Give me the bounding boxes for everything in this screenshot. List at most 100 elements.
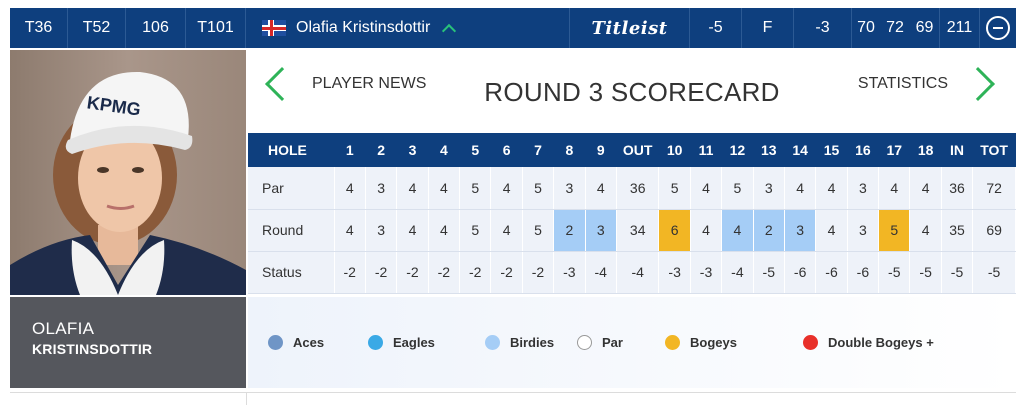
scorecard-header-row: HOLE 1 2 3 4 5 6 7 8 9 OUT 10 11 12 13 14 15 16 17 18 IN TOT [248,133,1016,167]
legend-label: Bogeys [690,335,737,350]
legend-dot-icon [268,335,283,350]
total-to-par: -3 [794,8,852,48]
round-1-score: 70 [857,19,875,36]
statistics-label: STATISTICS [857,75,948,92]
sponsor-text: Titleist [591,17,668,39]
score-cell: -2 [334,251,366,294]
scorecard-row-par: Par 4 3 4 4 5 4 5 3 4 36 5 4 5 3 4 4 3 4 4 36 72 [248,167,1016,210]
legend-item: Aces [268,335,368,350]
score-cell: -5 [753,251,785,294]
score-legend: Aces Eagles Birdies Par Bogeys Double Bogeys … [248,297,1016,388]
score-cell: 34 [616,209,660,252]
player-name-cell[interactable]: Olafia Kristinsdottir [246,8,570,48]
score-cell: -4 [616,251,660,294]
position-round-2: T52 [68,8,126,48]
sponsor-logo: Titleist [570,8,690,48]
hole-number-header: 15 [815,133,848,167]
round-3-score: 69 [910,8,940,48]
legend-dot-icon [485,335,500,350]
legend-dot-icon [665,335,680,350]
legend-item: Bogeys [665,335,803,350]
score-cell: -2 [522,251,555,294]
hole-number-header: 17 [878,133,910,167]
score-cell: -2 [490,251,523,294]
score-cell: 2 [753,209,785,252]
divider [10,392,1016,393]
score-cell: 3 [847,209,880,252]
hole-number-header: 9 [585,133,617,167]
position-round-1: T36 [10,8,68,48]
scorecard-nav: PLAYER NEWS ROUND 3 SCORECARD STATISTICS [248,50,1016,132]
score-cell: 3 [585,209,617,252]
hole-number-header: 11 [690,133,722,167]
legend-dot-icon [368,335,383,350]
hole-number-header: 7 [522,133,554,167]
hole-number-header: 2 [365,133,397,167]
hole-number-header: 5 [459,133,491,167]
collapse-button[interactable] [980,8,1016,48]
score-cell: 4 [428,167,461,210]
page-title: ROUND 3 SCORECARD [484,77,780,107]
hole-number-header: OUT [616,133,659,167]
score-cell: -4 [721,251,754,294]
player-news-label: PLAYER NEWS [312,75,427,92]
score-cell: -6 [847,251,880,294]
score-cell: -6 [815,251,848,294]
score-cell: 4 [690,167,723,210]
chevron-up-icon[interactable] [442,23,457,39]
hole-number-header: 12 [721,133,754,167]
legend-item: Birdies [485,335,577,350]
player-news-link[interactable]: PLAYER NEWS [262,67,427,101]
score-cell: -2 [428,251,461,294]
score-cell: -5 [878,251,911,294]
score-cell: 4 [334,209,366,252]
iceland-flag-icon [262,20,286,36]
score-cell: 36 [941,167,974,210]
score-cell: 3 [847,167,880,210]
player-last-name: KRISTINSDOTTIR [32,341,153,357]
score-cell: 4 [490,209,523,252]
score-cell: -2 [365,251,398,294]
score-cell: 3 [365,209,398,252]
score-cell: 4 [396,209,429,252]
row-label: Status [248,251,335,294]
score-cell: 5 [878,209,911,252]
score-cell: 5 [459,209,492,252]
score-cell: -4 [585,251,617,294]
hole-number-header: 14 [784,133,816,167]
score-cell: 3 [365,167,398,210]
score-cell: 4 [815,167,848,210]
legend-item: Par [577,335,665,350]
thru-status: F [742,8,794,48]
chevron-right-icon [961,67,995,101]
score-cell: 5 [658,167,691,210]
legend-label: Par [602,335,623,350]
score-cell: -3 [690,251,723,294]
score-cell: 5 [721,167,754,210]
player-name-panel: OLAFIA KRISTINSDOTTIR [10,297,246,388]
score-cell: -3 [658,251,691,294]
statistics-link[interactable]: STATISTICS [857,67,998,101]
score-cell: -5 [941,251,974,294]
score-cell: 4 [815,209,848,252]
score-cell: 72 [972,167,1016,210]
row-label: Round [248,209,335,252]
hole-number-header: 8 [553,133,586,167]
scorecard-row-status: Status -2 -2 -2 -2 -2 -2 -2 -3 -4 -4 -3 -3 -4 -5 -6 -6 -6… [248,251,1016,294]
legend-label: Aces [293,335,325,350]
position-current: T101 [186,8,246,48]
total-strokes: 211 [940,8,980,48]
score-cell: -2 [396,251,429,294]
score-cell: 4 [585,167,617,210]
divider [246,392,247,405]
score-cell: -2 [459,251,492,294]
score-cell: 69 [972,209,1016,252]
hole-number-header: 13 [753,133,785,167]
score-cell: 6 [658,209,691,252]
scorecard-row-round: Round 4 3 4 4 5 4 5 2 3 34 6 4 4 2 3 4 3 5 4 35 69 [248,209,1016,252]
score-cell: 35 [941,209,974,252]
hole-number-header: 6 [490,133,523,167]
score-cell: 4 [909,167,942,210]
score-cell: 4 [490,167,523,210]
player-portrait-icon: KPMG [10,71,246,295]
